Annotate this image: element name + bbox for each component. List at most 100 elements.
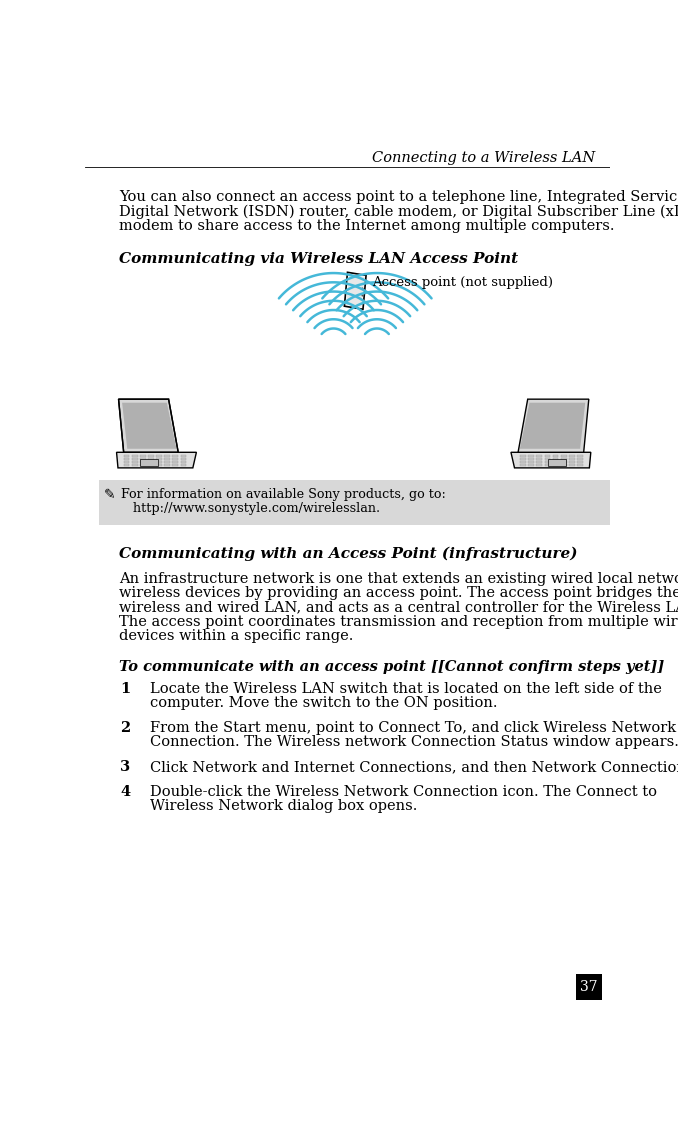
- Bar: [148, 461, 154, 463]
- Text: 3: 3: [121, 760, 131, 774]
- Text: You can also connect an access point to a telephone line, Integrated Services: You can also connect an access point to …: [119, 190, 678, 204]
- Text: For information on available Sony products, go to:: For information on available Sony produc…: [121, 488, 446, 500]
- Bar: [544, 461, 551, 463]
- Bar: [140, 464, 146, 465]
- Bar: [140, 458, 146, 460]
- Polygon shape: [122, 402, 176, 449]
- Bar: [156, 461, 162, 463]
- Polygon shape: [119, 399, 178, 452]
- Bar: [520, 461, 526, 463]
- Bar: [172, 464, 178, 465]
- Bar: [561, 461, 567, 463]
- Text: http://www.sonystyle.com/wirelesslan.: http://www.sonystyle.com/wirelesslan.: [121, 503, 380, 515]
- Bar: [132, 458, 138, 460]
- Bar: [569, 461, 575, 463]
- Bar: [132, 461, 138, 463]
- Polygon shape: [344, 273, 366, 309]
- Bar: [156, 458, 162, 460]
- Bar: [561, 458, 567, 460]
- Text: To communicate with an access point [[Cannot confirm steps yet]]: To communicate with an access point [[Ca…: [119, 660, 664, 674]
- Bar: [553, 458, 559, 460]
- Bar: [561, 464, 567, 465]
- Bar: [536, 464, 542, 465]
- Bar: [577, 455, 583, 456]
- Text: Click Network and Internet Connections, and then Network Connections.: Click Network and Internet Connections, …: [150, 760, 678, 774]
- Bar: [544, 458, 551, 460]
- Text: 1: 1: [121, 682, 131, 695]
- Bar: [544, 455, 551, 456]
- Text: Locate the Wireless LAN switch that is located on the left side of the: Locate the Wireless LAN switch that is l…: [150, 682, 662, 695]
- Bar: [553, 464, 559, 465]
- Polygon shape: [117, 452, 197, 468]
- Text: The access point coordinates transmission and reception from multiple wireless: The access point coordinates transmissio…: [119, 614, 678, 629]
- Bar: [180, 464, 186, 465]
- Bar: [553, 455, 559, 456]
- FancyBboxPatch shape: [576, 974, 603, 1000]
- Bar: [569, 464, 575, 465]
- Bar: [520, 458, 526, 460]
- Bar: [148, 458, 154, 460]
- Bar: [132, 464, 138, 465]
- Bar: [172, 461, 178, 463]
- Bar: [148, 464, 154, 465]
- Bar: [140, 461, 146, 463]
- FancyBboxPatch shape: [100, 480, 610, 525]
- Bar: [536, 458, 542, 460]
- Bar: [123, 455, 129, 456]
- Bar: [577, 458, 583, 460]
- Text: computer. Move the switch to the ON position.: computer. Move the switch to the ON posi…: [150, 695, 498, 710]
- Bar: [140, 459, 158, 465]
- Bar: [577, 464, 583, 465]
- Bar: [156, 464, 162, 465]
- Text: wireless and wired LAN, and acts as a central controller for the Wireless LAN.: wireless and wired LAN, and acts as a ce…: [119, 601, 678, 614]
- Bar: [569, 458, 575, 460]
- Text: Connection. The Wireless network Connection Status window appears.: Connection. The Wireless network Connect…: [150, 735, 678, 749]
- Bar: [569, 455, 575, 456]
- Text: Wireless Network dialog box opens.: Wireless Network dialog box opens.: [150, 799, 417, 814]
- Text: Communicating via Wireless LAN Access Point: Communicating via Wireless LAN Access Po…: [119, 252, 518, 266]
- Bar: [549, 459, 566, 465]
- Bar: [180, 458, 186, 460]
- Bar: [148, 455, 154, 456]
- Bar: [140, 455, 146, 456]
- Bar: [180, 455, 186, 456]
- Text: 2: 2: [121, 721, 131, 735]
- Bar: [164, 458, 170, 460]
- Polygon shape: [346, 275, 365, 307]
- Bar: [132, 455, 138, 456]
- Bar: [164, 461, 170, 463]
- Bar: [180, 461, 186, 463]
- Bar: [172, 458, 178, 460]
- Text: devices within a specific range.: devices within a specific range.: [119, 629, 353, 642]
- Bar: [561, 455, 567, 456]
- Bar: [172, 455, 178, 456]
- Polygon shape: [520, 402, 585, 449]
- Bar: [528, 461, 534, 463]
- Polygon shape: [518, 399, 589, 452]
- Bar: [123, 458, 129, 460]
- Bar: [520, 464, 526, 465]
- Bar: [536, 461, 542, 463]
- Text: Double-click the Wireless Network Connection icon. The Connect to: Double-click the Wireless Network Connec…: [150, 786, 657, 799]
- Bar: [544, 464, 551, 465]
- Text: 4: 4: [121, 786, 131, 799]
- Bar: [156, 455, 162, 456]
- Bar: [528, 455, 534, 456]
- Bar: [123, 461, 129, 463]
- Bar: [123, 464, 129, 465]
- Bar: [553, 461, 559, 463]
- Bar: [577, 461, 583, 463]
- Text: Connecting to a Wireless LAN: Connecting to a Wireless LAN: [372, 151, 595, 165]
- Text: Communicating with an Access Point (infrastructure): Communicating with an Access Point (infr…: [119, 547, 578, 561]
- Polygon shape: [511, 452, 591, 468]
- Text: wireless devices by providing an access point. The access point bridges the: wireless devices by providing an access …: [119, 586, 678, 600]
- Bar: [528, 464, 534, 465]
- Text: From the Start menu, point to Connect To, and click Wireless Network: From the Start menu, point to Connect To…: [150, 721, 676, 735]
- Bar: [164, 455, 170, 456]
- Text: Digital Network (ISDN) router, cable modem, or Digital Subscriber Line (xDSL): Digital Network (ISDN) router, cable mod…: [119, 204, 678, 219]
- Bar: [528, 458, 534, 460]
- Bar: [164, 464, 170, 465]
- Bar: [536, 455, 542, 456]
- Text: ✎: ✎: [104, 488, 116, 502]
- Text: An infrastructure network is one that extends an existing wired local network to: An infrastructure network is one that ex…: [119, 571, 678, 586]
